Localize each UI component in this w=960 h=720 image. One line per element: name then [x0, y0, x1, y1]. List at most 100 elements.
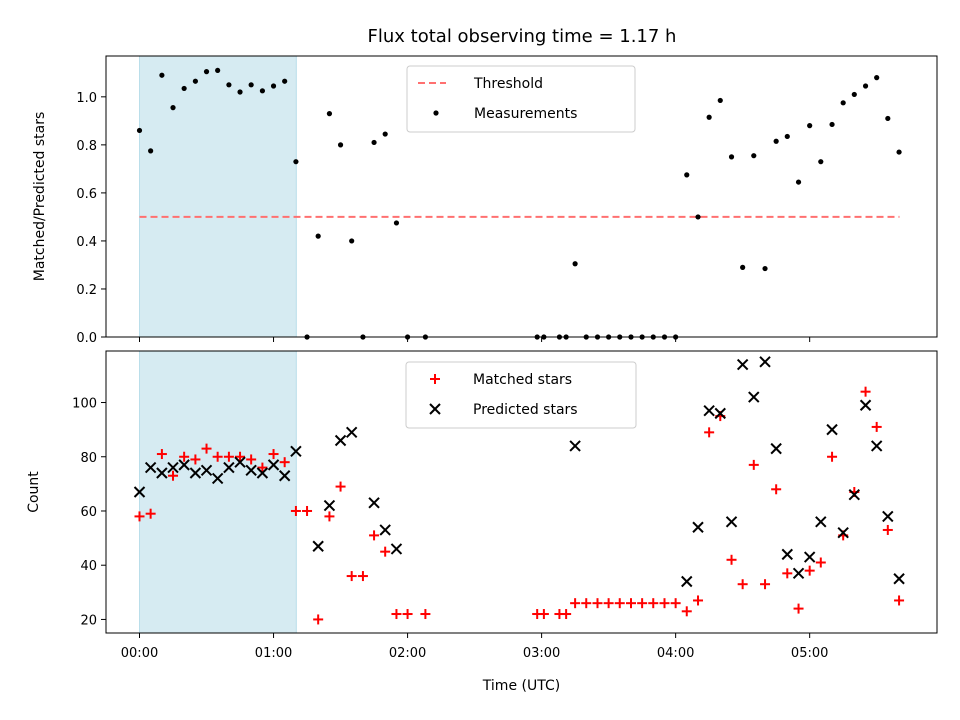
data-point: [859, 399, 872, 411]
y-tick-label: 0.0: [76, 331, 97, 346]
data-point: [762, 265, 768, 272]
data-point: [706, 114, 712, 120]
data-point: [393, 220, 400, 226]
y-tick-label: 1.0: [76, 91, 97, 106]
data-point: [771, 484, 782, 495]
data-point: [670, 598, 681, 609]
data-point: [420, 609, 431, 620]
series-predicted-stars: [133, 356, 905, 588]
data-point: [659, 598, 670, 609]
data-point: [334, 434, 347, 447]
y-tick-label: 0.8: [76, 139, 97, 154]
data-point: [603, 598, 614, 609]
data-point: [784, 133, 790, 140]
axes-frame: [105, 350, 938, 634]
data-point: [871, 421, 882, 432]
data-point: [592, 598, 603, 609]
data-point: [803, 551, 816, 563]
data-point: [882, 524, 893, 535]
x-tick-label: 04:00: [657, 646, 694, 661]
data-point: [581, 598, 592, 609]
data-point: [391, 609, 402, 620]
data-point: [728, 154, 735, 160]
data-point: [703, 404, 715, 417]
data-point: [246, 454, 257, 465]
legend-label: Threshold: [473, 76, 543, 92]
data-point: [248, 82, 254, 88]
data-point: [201, 443, 212, 454]
data-point: [862, 83, 869, 89]
y-tick-label: 60: [80, 505, 97, 520]
data-point: [781, 548, 793, 561]
data-point: [804, 565, 815, 576]
data-point: [256, 467, 269, 479]
data-point: [870, 440, 883, 452]
y-tick-label: 20: [80, 613, 97, 628]
data-point: [725, 516, 738, 528]
legend-marker: [429, 403, 441, 415]
data-point: [203, 69, 210, 75]
shaded-region: [139, 55, 297, 338]
data-point: [770, 442, 782, 455]
data-point: [402, 609, 413, 620]
shaded-region: [139, 350, 297, 634]
data-point: [323, 499, 336, 512]
data-point: [874, 75, 880, 81]
y-tick-label: 0.2: [76, 283, 97, 298]
data-point: [736, 358, 749, 371]
data-point: [133, 486, 146, 498]
data-point: [714, 407, 726, 420]
data-point: [189, 467, 202, 479]
legend: Threshold Measurements: [406, 65, 636, 133]
legend-box: [405, 361, 637, 429]
y-tick-label: 80: [80, 451, 97, 466]
data-point: [234, 456, 246, 468]
data-point: [315, 233, 321, 239]
data-point: [569, 440, 581, 452]
data-point: [211, 472, 224, 485]
data-point: [337, 142, 344, 148]
data-point: [692, 521, 704, 533]
data-point: [795, 179, 802, 185]
data-point: [894, 595, 905, 606]
data-point: [380, 546, 391, 557]
x-tick-label: 00:00: [121, 646, 158, 661]
data-point: [326, 111, 333, 117]
data-point: [181, 85, 187, 92]
data-point: [684, 172, 690, 178]
y-tick-label: 100: [72, 397, 97, 412]
data-point: [167, 461, 179, 474]
data-point: [178, 459, 190, 471]
data-point: [226, 82, 232, 88]
data-point: [278, 470, 291, 482]
data-point: [570, 598, 581, 609]
data-point: [379, 524, 391, 536]
data-point: [302, 505, 313, 516]
x-tick-label: 03:00: [523, 646, 560, 661]
y-axis-label: Count: [26, 471, 42, 513]
chart-title: Flux total observing time = 1.17 h: [368, 26, 677, 47]
y-tick-label: 40: [80, 559, 97, 574]
data-point: [740, 264, 746, 270]
data-point: [293, 159, 299, 165]
data-point: [737, 579, 748, 590]
data-point: [170, 105, 176, 111]
data-point: [144, 461, 157, 474]
legend-marker: [433, 110, 439, 116]
data-point: [349, 238, 355, 244]
data-point: [614, 598, 625, 609]
top-panel: 0.0 0.2 0.4 0.6 0.8 1.0 Matched/Predicted star…: [32, 55, 938, 346]
data-point: [681, 606, 692, 617]
x-tick-label: 02:00: [389, 646, 426, 661]
data-point: [759, 356, 771, 368]
data-point: [793, 603, 804, 614]
data-point: [136, 127, 143, 134]
data-point: [390, 543, 403, 555]
data-point: [693, 595, 704, 606]
data-point: [212, 451, 223, 462]
data-point: [748, 391, 760, 403]
data-point: [840, 100, 846, 106]
data-point: [345, 426, 358, 439]
data-point: [282, 78, 288, 84]
data-point: [773, 138, 779, 144]
